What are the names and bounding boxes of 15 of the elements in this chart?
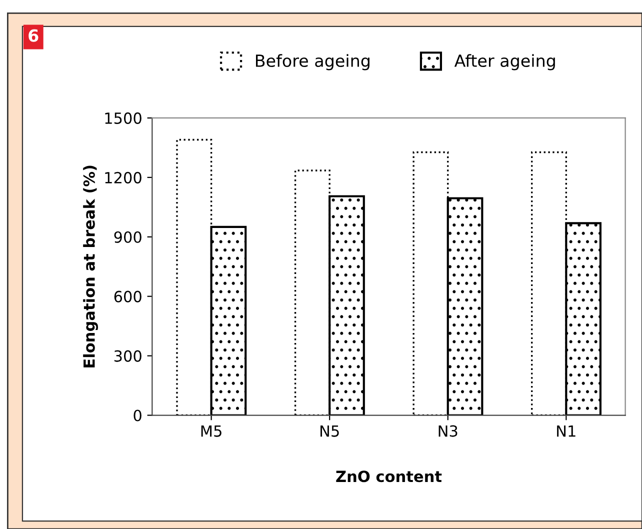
legend-label: Before ageing [256, 54, 370, 70]
x-tick-label: M5 [201, 425, 222, 437]
y-axis-title: Elongation at break (%) [83, 166, 98, 368]
y-tick-label: 900 [114, 231, 142, 243]
y-tick-label: 0 [134, 410, 142, 422]
x-tick-label: N3 [438, 425, 458, 437]
y-tick-label: 300 [114, 350, 142, 362]
legend-label: After ageing [454, 54, 555, 70]
y-tick-label: 1500 [105, 112, 142, 124]
y-tick-label: 600 [114, 290, 142, 302]
x-axis-title: ZnO content [336, 470, 442, 482]
x-tick-label: N1 [557, 425, 576, 437]
y-tick-label: 1200 [105, 172, 142, 184]
x-tick-label: N5 [320, 425, 339, 437]
text: 6 [28, 29, 38, 42]
